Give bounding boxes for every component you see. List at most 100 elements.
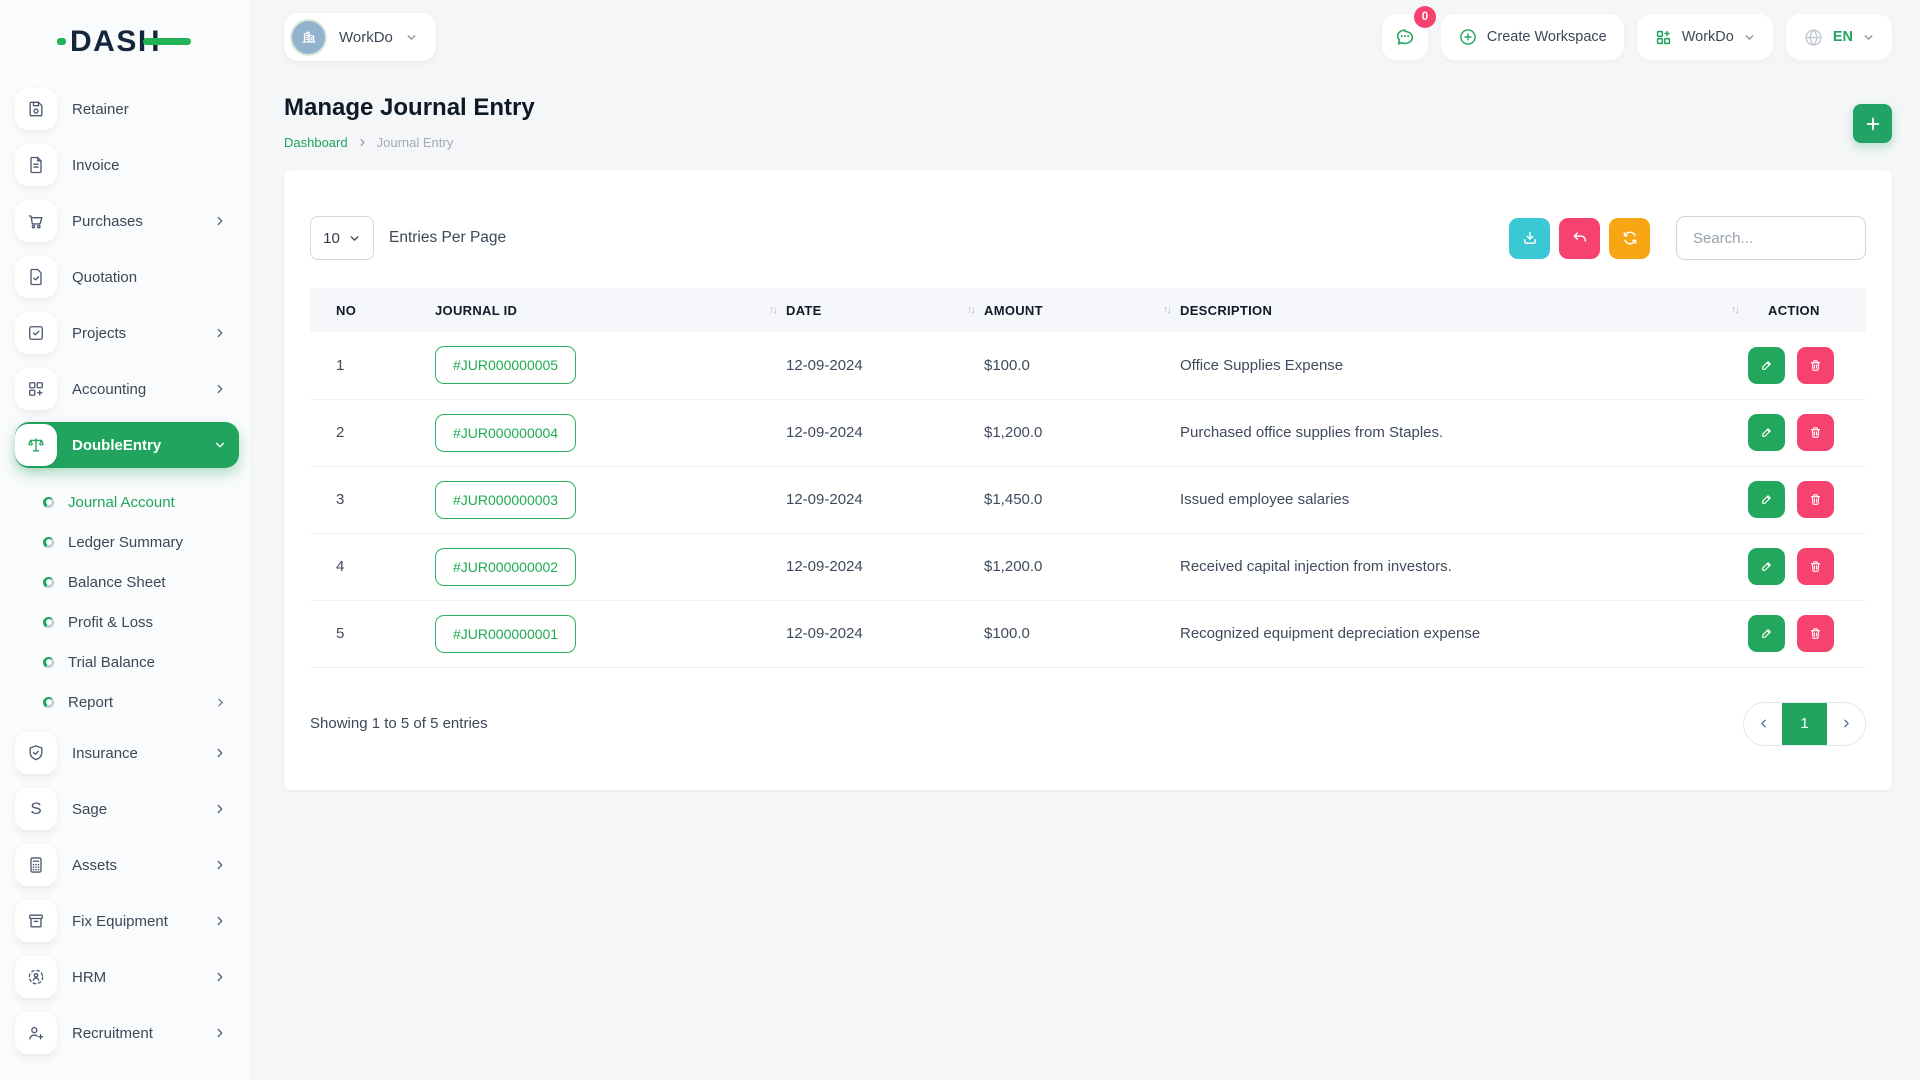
chevron-right-icon — [213, 914, 227, 928]
row-description: Issued employee salaries — [1180, 466, 1748, 534]
journal-id-badge[interactable]: #JUR000000004 — [435, 413, 577, 452]
sidebar-item-fix-equipment[interactable]: Fix Equipment — [15, 898, 239, 944]
sidebar-item-projects[interactable]: Projects — [15, 310, 239, 356]
trash-icon — [1808, 626, 1823, 641]
sort-icon: ↑↓ — [1163, 304, 1172, 316]
column-header-journal-id[interactable]: JOURNAL ID ↑↓ — [435, 288, 786, 332]
person-plus-icon — [15, 1012, 57, 1054]
company-dropdown[interactable]: WorkDo — [1636, 14, 1773, 60]
journal-id-badge[interactable]: #JUR000000002 — [435, 547, 577, 586]
shield-check-icon — [15, 732, 57, 774]
add-journal-entry-button[interactable] — [1853, 104, 1892, 143]
journal-id-badge[interactable]: #JUR000000001 — [435, 614, 577, 653]
edit-button[interactable] — [1748, 615, 1785, 652]
breadcrumb-dashboard-link[interactable]: Dashboard — [284, 135, 348, 150]
sidebar-item-hrm[interactable]: HRM — [15, 954, 239, 1000]
journal-entries-card: 10 Entries Per Page — [284, 170, 1892, 790]
sidebar-item-recruitment[interactable]: Recruitment — [15, 1010, 239, 1056]
sidebar-item-label: Invoice — [72, 156, 120, 174]
submenu-item-trial-balance[interactable]: Trial Balance — [43, 642, 239, 682]
column-header-no: NO — [310, 288, 435, 332]
sidebar-item-accounting[interactable]: Accounting — [15, 366, 239, 412]
pagination: 1 — [1743, 701, 1866, 746]
export-button[interactable] — [1509, 217, 1550, 259]
entries-per-page-select[interactable]: 10 — [310, 216, 374, 260]
sort-icon: ↑↓ — [769, 304, 778, 316]
chevron-down-icon — [405, 31, 418, 44]
sidebar-item-assets[interactable]: Assets — [15, 842, 239, 888]
table-row: 1 #JUR000000005 12-09-2024 $100.0 Office… — [310, 332, 1866, 400]
journal-entries-table: NO JOURNAL ID ↑↓ DATE ↑↓ AMOUNT ↑↓ DESCRIPT… — [310, 288, 1866, 668]
chevron-right-icon — [213, 382, 227, 396]
bullet-icon — [43, 656, 54, 668]
delete-button[interactable] — [1797, 615, 1835, 652]
bullet-icon — [43, 616, 54, 628]
submenu-item-ledger-summary[interactable]: Ledger Summary — [43, 522, 239, 562]
messages-count-badge: 0 — [1413, 6, 1436, 28]
row-number: 3 — [310, 466, 435, 534]
chevron-right-icon — [213, 1026, 227, 1040]
row-date: 12-09-2024 — [786, 399, 984, 467]
refresh-button[interactable] — [1609, 217, 1650, 259]
bullet-icon — [43, 696, 54, 708]
shopping-cart-icon — [15, 200, 57, 242]
messages-button[interactable]: 0 — [1381, 6, 1436, 60]
edit-button[interactable] — [1748, 414, 1785, 451]
row-description: Recognized equipment depreciation expens… — [1180, 600, 1748, 668]
row-description: Purchased office supplies from Staples. — [1180, 399, 1748, 467]
delete-button[interactable] — [1797, 548, 1835, 585]
sidebar-item-retainer[interactable]: Retainer — [15, 86, 239, 132]
edit-button[interactable] — [1748, 346, 1785, 384]
next-page-button[interactable] — [1827, 702, 1865, 745]
chevron-down-icon — [1862, 31, 1875, 44]
previous-page-button[interactable] — [1744, 702, 1782, 745]
chevron-down-icon — [348, 232, 361, 245]
edit-button[interactable] — [1748, 481, 1785, 518]
chevron-right-icon — [213, 970, 227, 984]
sidebar-item-invoice[interactable]: Invoice — [15, 142, 239, 188]
create-workspace-button[interactable]: Create Workspace — [1440, 14, 1624, 60]
table-header-row: NO JOURNAL ID ↑↓ DATE ↑↓ AMOUNT ↑↓ DESCRIPT… — [310, 288, 1866, 332]
workspace-avatar — [290, 18, 327, 56]
table-row: 4 #JUR000000002 12-09-2024 $1,200.0 Rece… — [310, 533, 1866, 601]
plus-icon — [1863, 114, 1883, 134]
delete-button[interactable] — [1797, 481, 1835, 518]
row-amount: $1,200.0 — [984, 399, 1180, 467]
submenu-item-balance-sheet[interactable]: Balance Sheet — [43, 562, 239, 602]
sidebar-item-purchases[interactable]: Purchases — [15, 198, 239, 244]
pencil-icon — [1759, 559, 1774, 574]
submenu-item-profit-loss[interactable]: Profit & Loss — [43, 602, 239, 642]
column-header-amount[interactable]: AMOUNT ↑↓ — [984, 288, 1180, 332]
sidebar-item-label: Sage — [72, 800, 108, 818]
sort-icon: ↑↓ — [1731, 304, 1740, 316]
trash-icon — [1808, 492, 1823, 507]
trash-icon — [1808, 358, 1823, 373]
delete-button[interactable] — [1797, 414, 1835, 451]
chevron-right-icon — [213, 802, 227, 816]
search-input[interactable] — [1676, 216, 1866, 260]
journal-id-badge[interactable]: #JUR000000003 — [435, 480, 577, 519]
sidebar-item-label: Fix Equipment — [72, 912, 168, 930]
sidebar: DASH Retainer Invoice Purchases — [0, 0, 250, 1080]
table-row: 5 #JUR000000001 12-09-2024 $100.0 Recogn… — [310, 600, 1866, 668]
column-header-description[interactable]: DESCRIPTION ↑↓ — [1180, 288, 1748, 332]
delete-button[interactable] — [1797, 346, 1835, 384]
sidebar-item-insurance[interactable]: Insurance — [15, 730, 239, 776]
row-number: 1 — [310, 332, 435, 400]
reset-button[interactable] — [1559, 217, 1600, 259]
column-header-date[interactable]: DATE ↑↓ — [786, 288, 984, 332]
app-logo[interactable]: DASH — [56, 25, 192, 58]
language-dropdown[interactable]: EN — [1785, 14, 1892, 60]
chevron-right-icon — [213, 858, 227, 872]
journal-id-badge[interactable]: #JUR000000005 — [435, 346, 577, 385]
sidebar-item-doubleentry[interactable]: DoubleEntry — [15, 422, 239, 468]
page-number-current[interactable]: 1 — [1782, 702, 1827, 745]
workspace-switcher[interactable]: WorkDo — [284, 13, 436, 61]
submenu-item-journal-account[interactable]: Journal Account — [43, 482, 239, 522]
table-footer: Showing 1 to 5 of 5 entries 1 — [310, 701, 1866, 746]
sidebar-item-sage[interactable]: S Sage — [15, 786, 239, 832]
sidebar-item-quotation[interactable]: Quotation — [15, 254, 239, 300]
edit-button[interactable] — [1748, 548, 1785, 585]
globe-icon — [1803, 27, 1824, 48]
submenu-item-report[interactable]: Report — [43, 682, 239, 722]
